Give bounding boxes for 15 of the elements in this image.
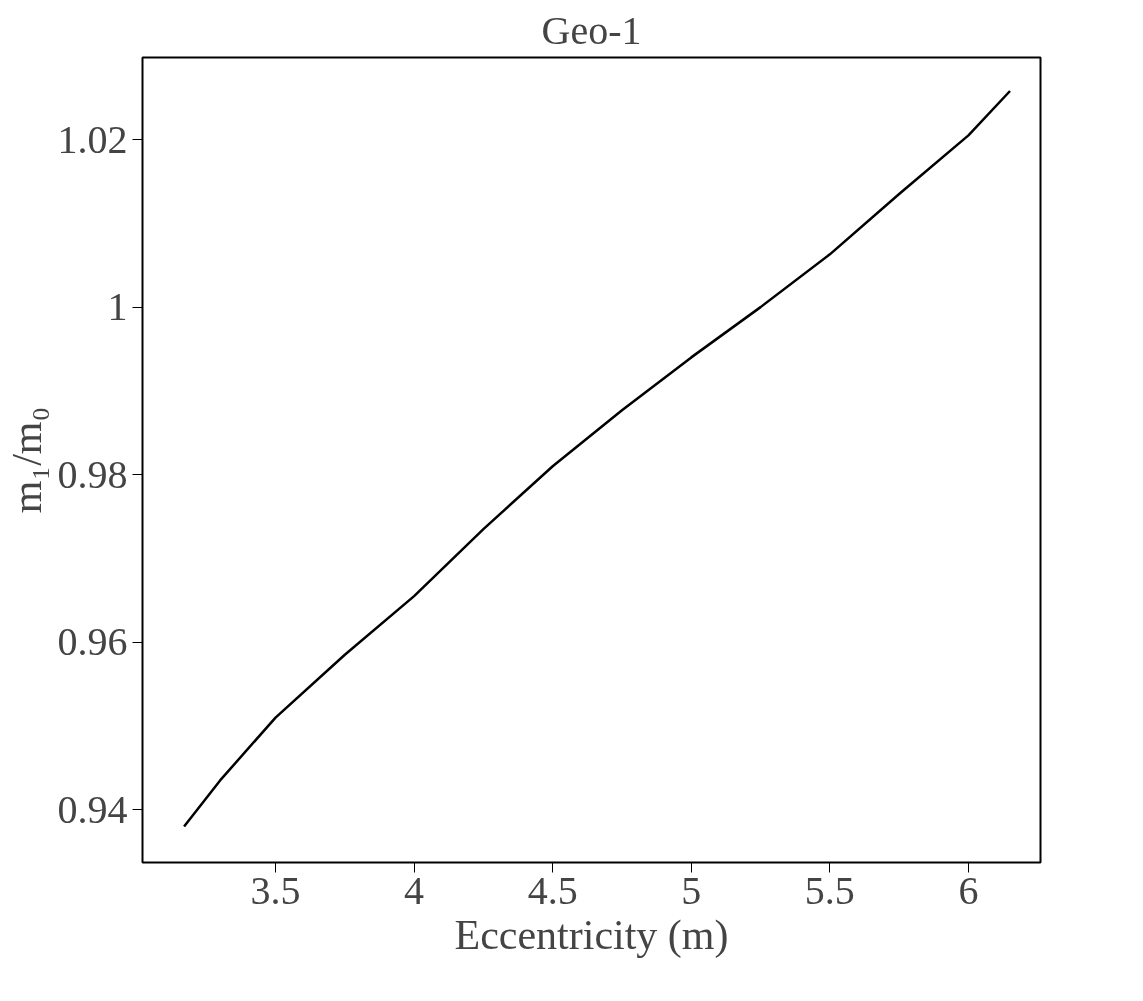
y-tick-label: 1 xyxy=(107,284,128,330)
y-tick-label: 0.94 xyxy=(57,786,128,832)
y-tick-label: 0.98 xyxy=(57,451,128,497)
x-tick-label: 5 xyxy=(681,867,702,913)
chart-title: Geo-1 xyxy=(541,7,642,53)
x-axis-title: Eccentricity (m) xyxy=(454,911,729,959)
x-tick-label: 6 xyxy=(958,867,979,913)
y-tick-label: 0.96 xyxy=(57,619,128,665)
y-axis-title: m₁/m₀ xyxy=(3,406,50,514)
x-tick-label: 4.5 xyxy=(527,867,578,913)
y-tick-label: 1.02 xyxy=(57,116,128,162)
x-tick-label: 4 xyxy=(404,867,425,913)
x-tick-label: 3.5 xyxy=(250,867,301,913)
x-tick-label: 5.5 xyxy=(804,867,855,913)
line-series xyxy=(182,89,1012,828)
